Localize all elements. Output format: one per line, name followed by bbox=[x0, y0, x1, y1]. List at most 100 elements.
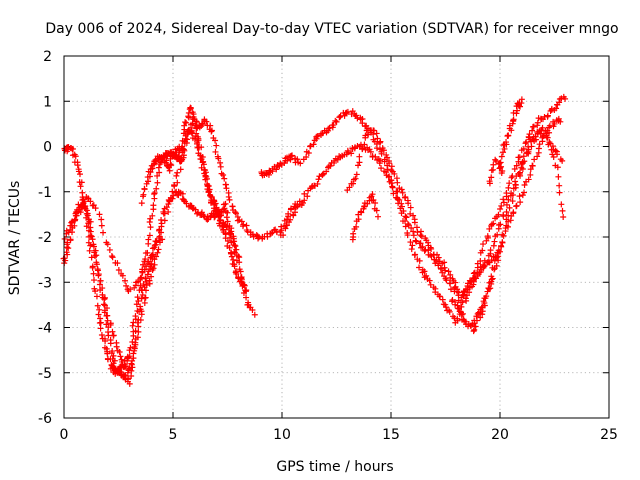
data-point bbox=[229, 203, 236, 210]
data-point bbox=[171, 182, 178, 189]
data-point bbox=[228, 253, 235, 260]
data-point bbox=[494, 231, 501, 238]
data-point bbox=[125, 354, 132, 361]
data-point bbox=[455, 289, 462, 296]
data-point bbox=[462, 295, 469, 302]
data-point bbox=[365, 131, 372, 138]
data-point bbox=[123, 282, 130, 289]
series-track-l bbox=[470, 124, 566, 335]
data-point bbox=[554, 164, 561, 171]
data-point bbox=[486, 225, 493, 232]
data-point bbox=[374, 135, 381, 142]
data-point bbox=[185, 113, 192, 120]
data-point bbox=[133, 301, 140, 308]
data-point bbox=[287, 206, 294, 213]
data-point bbox=[211, 214, 218, 221]
x-tick-label: 25 bbox=[600, 427, 618, 443]
data-point bbox=[128, 373, 135, 380]
y-tick-label: -6 bbox=[38, 411, 52, 427]
data-point bbox=[520, 153, 527, 160]
data-point bbox=[556, 182, 563, 189]
data-point bbox=[185, 109, 192, 116]
data-point bbox=[394, 188, 401, 195]
data-point bbox=[456, 308, 463, 315]
data-point bbox=[353, 171, 360, 178]
data-point bbox=[326, 125, 333, 132]
data-point bbox=[454, 286, 461, 293]
data-point bbox=[284, 222, 291, 229]
data-point bbox=[67, 236, 74, 243]
data-point bbox=[236, 259, 243, 266]
data-point bbox=[97, 325, 104, 332]
data-point bbox=[109, 364, 116, 371]
data-point bbox=[169, 188, 176, 195]
data-point bbox=[88, 233, 95, 240]
data-point bbox=[408, 225, 415, 232]
data-point bbox=[378, 165, 385, 172]
data-point bbox=[139, 269, 146, 276]
data-point bbox=[87, 198, 94, 205]
data-point bbox=[233, 210, 240, 217]
data-point bbox=[355, 162, 362, 169]
data-point bbox=[407, 204, 414, 211]
data-point bbox=[76, 171, 83, 178]
data-point bbox=[500, 142, 507, 149]
data-point bbox=[151, 190, 158, 197]
data-point bbox=[471, 326, 478, 333]
data-point bbox=[146, 173, 153, 180]
data-point bbox=[215, 155, 222, 162]
data-point bbox=[503, 208, 510, 215]
data-point bbox=[109, 328, 116, 335]
data-point bbox=[467, 283, 474, 290]
data-point bbox=[552, 147, 559, 154]
data-point bbox=[396, 196, 403, 203]
x-tick-label: 15 bbox=[382, 427, 400, 443]
data-point bbox=[135, 323, 142, 330]
data-point bbox=[198, 144, 205, 151]
data-point bbox=[154, 172, 161, 179]
data-point bbox=[498, 153, 505, 160]
data-point bbox=[441, 259, 448, 266]
data-point bbox=[96, 306, 103, 313]
data-point bbox=[145, 258, 152, 265]
data-point bbox=[403, 214, 410, 221]
data-point bbox=[410, 212, 417, 219]
data-point bbox=[488, 174, 495, 181]
data-point bbox=[486, 178, 493, 185]
data-point bbox=[319, 171, 326, 178]
data-point bbox=[92, 288, 99, 295]
data-point bbox=[148, 273, 155, 280]
data-point bbox=[313, 133, 320, 140]
data-point bbox=[289, 152, 296, 159]
data-point bbox=[181, 138, 188, 145]
data-point bbox=[411, 219, 418, 226]
data-point bbox=[532, 133, 539, 140]
data-point bbox=[413, 238, 420, 245]
data-point bbox=[231, 263, 238, 270]
data-point bbox=[130, 319, 137, 326]
data-point bbox=[92, 205, 99, 212]
data-point bbox=[356, 153, 363, 160]
data-point bbox=[376, 160, 383, 167]
data-point bbox=[138, 200, 145, 207]
data-point bbox=[244, 228, 251, 235]
data-point bbox=[555, 173, 562, 180]
data-point bbox=[290, 212, 297, 219]
data-point bbox=[127, 344, 134, 351]
data-point bbox=[472, 323, 479, 330]
data-point bbox=[301, 197, 308, 204]
data-point bbox=[232, 242, 239, 249]
data-point bbox=[505, 212, 512, 219]
data-point bbox=[443, 304, 450, 311]
data-point bbox=[81, 202, 88, 209]
data-point bbox=[550, 154, 557, 161]
y-tick-label: -1 bbox=[38, 185, 52, 201]
data-point bbox=[212, 137, 219, 144]
data-point bbox=[356, 159, 363, 166]
data-point bbox=[135, 278, 142, 285]
data-point bbox=[268, 230, 275, 237]
data-point bbox=[107, 321, 114, 328]
data-point bbox=[101, 309, 108, 316]
data-point bbox=[203, 175, 210, 182]
data-point bbox=[495, 257, 502, 264]
